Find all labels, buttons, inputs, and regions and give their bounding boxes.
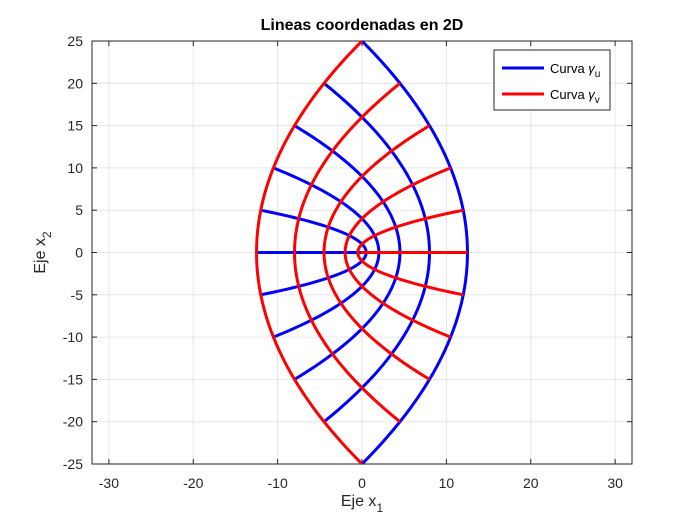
legend: Curva γu Curva γv [493,49,611,111]
x-tick-label: 10 [439,475,455,491]
y-axis-label-base: Eje x [32,238,49,274]
legend-label-u: Curva γu [550,61,600,80]
y-tick-label: 10 [67,160,83,176]
axis-ticks: -30 -20 -10 0 10 20 30 -25 -20 -15 -10 -5 0 5 10 15 20 25 [63,33,632,491]
chart-title: Lineas coordenadas en 2D [261,17,464,34]
x-axis-label: Eje x1 [341,493,384,515]
y-tick-label: -10 [63,329,83,345]
y-tick-label: -25 [63,456,83,472]
x-axis-label-sub: 1 [376,501,383,515]
series-v-line [356,208,464,297]
legend-label-v: Curva γv [550,87,600,106]
series-v-line [322,124,431,381]
y-tick-label: 15 [67,118,83,134]
y-axis-label: Eje x2 [32,231,54,274]
y-tick-label: 5 [75,202,83,218]
series-v-line [343,166,452,339]
x-tick-label: 0 [358,475,366,491]
x-tick-label: -30 [99,475,119,491]
y-tick-label: -20 [63,414,83,430]
x-tick-label: -20 [183,475,203,491]
series-v-line [293,82,401,423]
x-tick-label: 20 [523,475,539,491]
legend-box [493,49,611,111]
y-tick-label: 20 [67,75,83,91]
series-v-line [255,39,364,466]
y-axis-label-sub: 2 [40,231,54,238]
y-tick-label: 0 [75,245,83,261]
y-tick-label: -5 [71,287,84,303]
x-tick-label: 30 [607,475,623,491]
x-tick-label: -10 [268,475,288,491]
y-tick-label: 25 [67,33,83,49]
x-axis-label-base: Eje x [341,493,377,510]
data-lines [255,39,469,466]
y-tick-label: -15 [63,371,83,387]
